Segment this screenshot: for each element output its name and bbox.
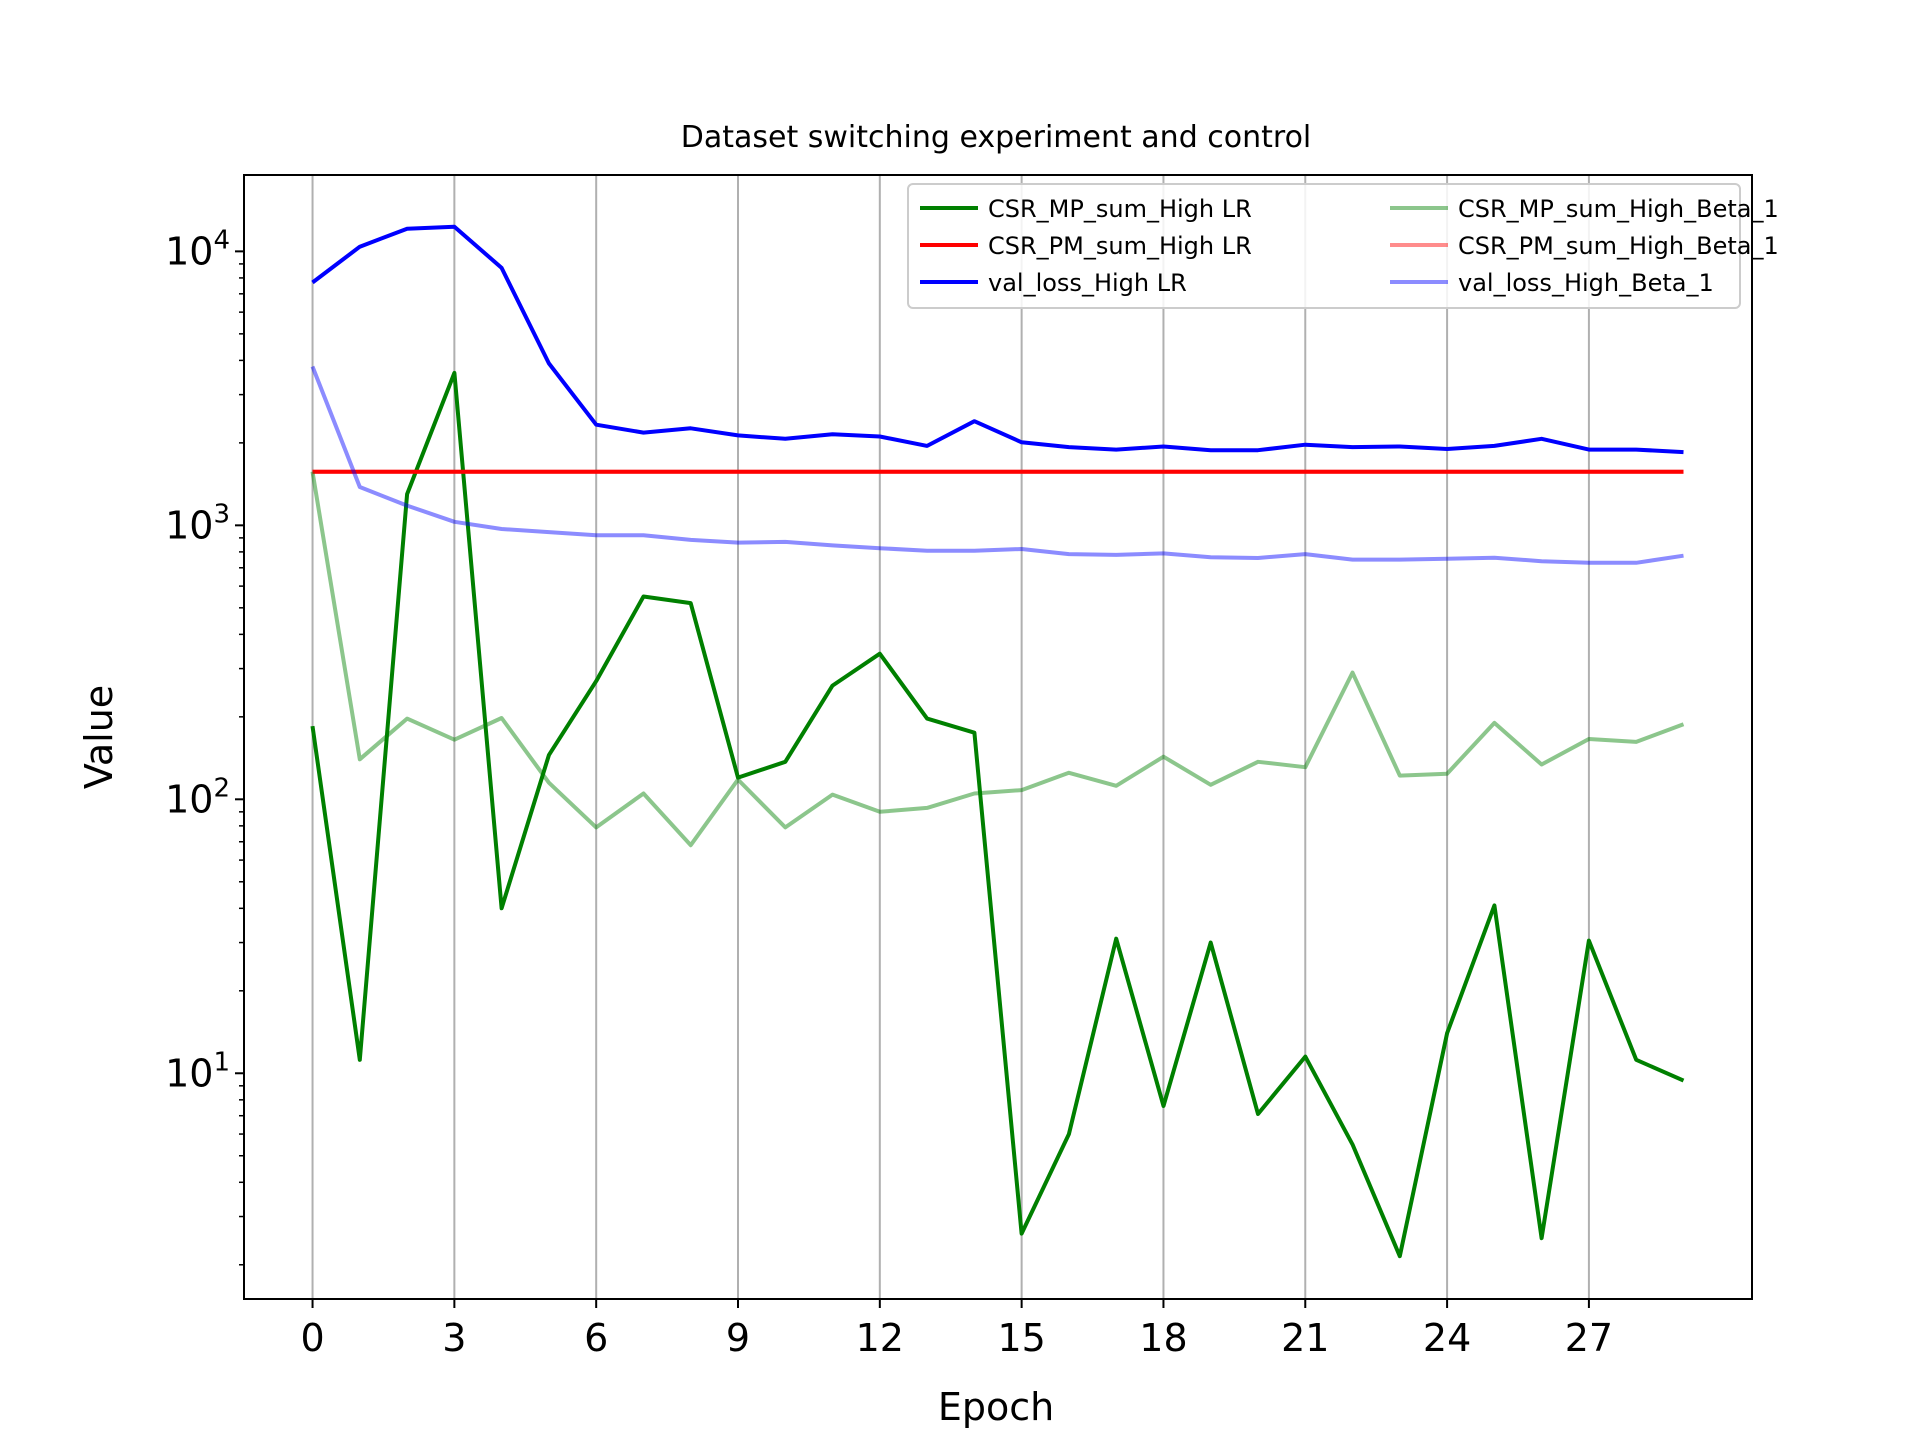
legend-label: val_loss_High LR bbox=[988, 269, 1187, 297]
series-line-5 bbox=[310, 365, 1684, 565]
x-tick-label: 0 bbox=[300, 1316, 324, 1360]
y-axis-label: Value bbox=[77, 685, 121, 789]
series-line-2 bbox=[311, 224, 1684, 455]
legend-label: CSR_PM_sum_High_Beta_1 bbox=[1458, 232, 1779, 260]
legend-label: CSR_MP_sum_High LR bbox=[988, 195, 1252, 223]
series-line-0 bbox=[310, 370, 1685, 1259]
y-tick-label: 103 bbox=[165, 499, 230, 547]
series-lines bbox=[310, 224, 1685, 1259]
x-tick-label: 24 bbox=[1423, 1316, 1471, 1360]
y-tick-label: 102 bbox=[165, 773, 230, 821]
x-tick-label: 9 bbox=[726, 1316, 750, 1360]
y-tick-label: 104 bbox=[165, 225, 230, 273]
legend-label: CSR_MP_sum_High_Beta_1 bbox=[1458, 195, 1779, 223]
x-tick-label: 3 bbox=[442, 1316, 466, 1360]
y-tick-label: 101 bbox=[165, 1047, 230, 1095]
x-tick-label: 12 bbox=[856, 1316, 904, 1360]
grid-lines bbox=[311, 175, 1590, 1299]
legend: CSR_MP_sum_High LR CSR_PM_sum_High LR val_… bbox=[907, 183, 1779, 309]
plot-area: 0 3 6 9 12 15 18 21 24 27 101 102 103 104 bbox=[165, 174, 1753, 1360]
legend-box bbox=[907, 183, 1741, 309]
axis-ticks: 0 3 6 9 12 15 18 21 24 27 101 102 103 104 bbox=[165, 225, 1613, 1360]
series-line-3 bbox=[310, 471, 1685, 848]
legend-label: CSR_PM_sum_High LR bbox=[988, 232, 1252, 260]
plot-background bbox=[244, 175, 1752, 1299]
chart-title: Dataset switching experiment and control bbox=[681, 120, 1312, 155]
legend-label: val_loss_High_Beta_1 bbox=[1458, 269, 1714, 297]
x-tick-label: 18 bbox=[1139, 1316, 1187, 1360]
x-tick-label: 21 bbox=[1281, 1316, 1329, 1360]
x-tick-label: 6 bbox=[584, 1316, 608, 1360]
x-axis-label: Epoch bbox=[938, 1385, 1054, 1429]
x-tick-label: 15 bbox=[997, 1316, 1045, 1360]
plot-frame bbox=[243, 174, 1753, 1300]
x-tick-label: 27 bbox=[1565, 1316, 1613, 1360]
